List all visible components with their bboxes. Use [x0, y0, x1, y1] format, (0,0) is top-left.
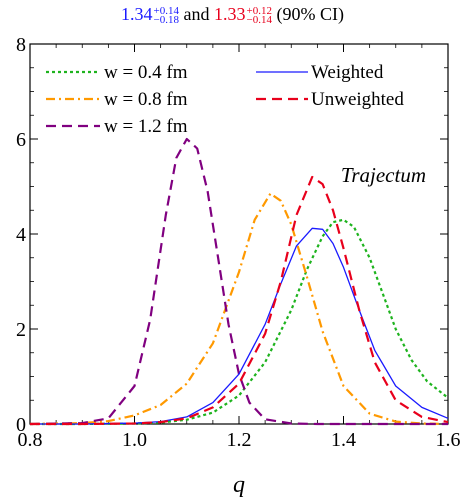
series-line-1: [29, 192, 449, 426]
legend-right-label-1: Unweighted: [311, 89, 404, 110]
x-tick-label-3: 1.4: [331, 429, 356, 451]
x-tick-label-4: 1.6: [436, 429, 461, 451]
unweighted-ci: +0.12 −0.14: [246, 4, 272, 26]
series-line-0: [30, 218, 449, 426]
unweighted-ci-plus: +0.12: [246, 4, 272, 17]
ci-note: (90% CI): [276, 4, 344, 24]
legend-left-label-2: w = 1.2 fm: [104, 116, 188, 137]
legend-left-label-1: w = 0.8 fm: [104, 89, 188, 110]
y-tick-label-2: 4: [16, 224, 26, 246]
legend-left-label-0: w = 0.4 fm: [104, 62, 188, 83]
x-axis-label: q: [233, 472, 245, 498]
weighted-ci-plus: +0.14: [153, 4, 179, 17]
legend-right-label-0: Weighted: [311, 62, 384, 83]
unweighted-ci-minus: −0.14: [246, 13, 272, 26]
y-tick-label-1: 2: [16, 319, 26, 341]
unweighted-estimate: 1.33: [214, 4, 246, 24]
title-joiner: and: [183, 4, 210, 24]
weighted-ci-minus: −0.18: [153, 13, 179, 26]
chart-annotation: Trajectum: [341, 163, 426, 187]
x-tick-label-0: 0.8: [18, 429, 43, 451]
weighted-ci: +0.14 −0.18: [153, 4, 179, 26]
chart-title: 1.34 +0.14 −0.18 and 1.33 +0.12 −0.14 (90% C…: [0, 4, 465, 25]
y-tick-label-3: 6: [16, 129, 26, 151]
x-tick-label-1: 1.0: [122, 429, 147, 451]
x-tick-label-2: 1.2: [227, 429, 252, 451]
y-tick-label-4: 8: [16, 34, 26, 56]
series-line-3: [30, 227, 449, 425]
series-line-2: [29, 137, 448, 426]
series-line-4: [30, 175, 449, 426]
y-tick-label-0: 0: [16, 414, 26, 436]
weighted-estimate: 1.34: [121, 4, 153, 24]
